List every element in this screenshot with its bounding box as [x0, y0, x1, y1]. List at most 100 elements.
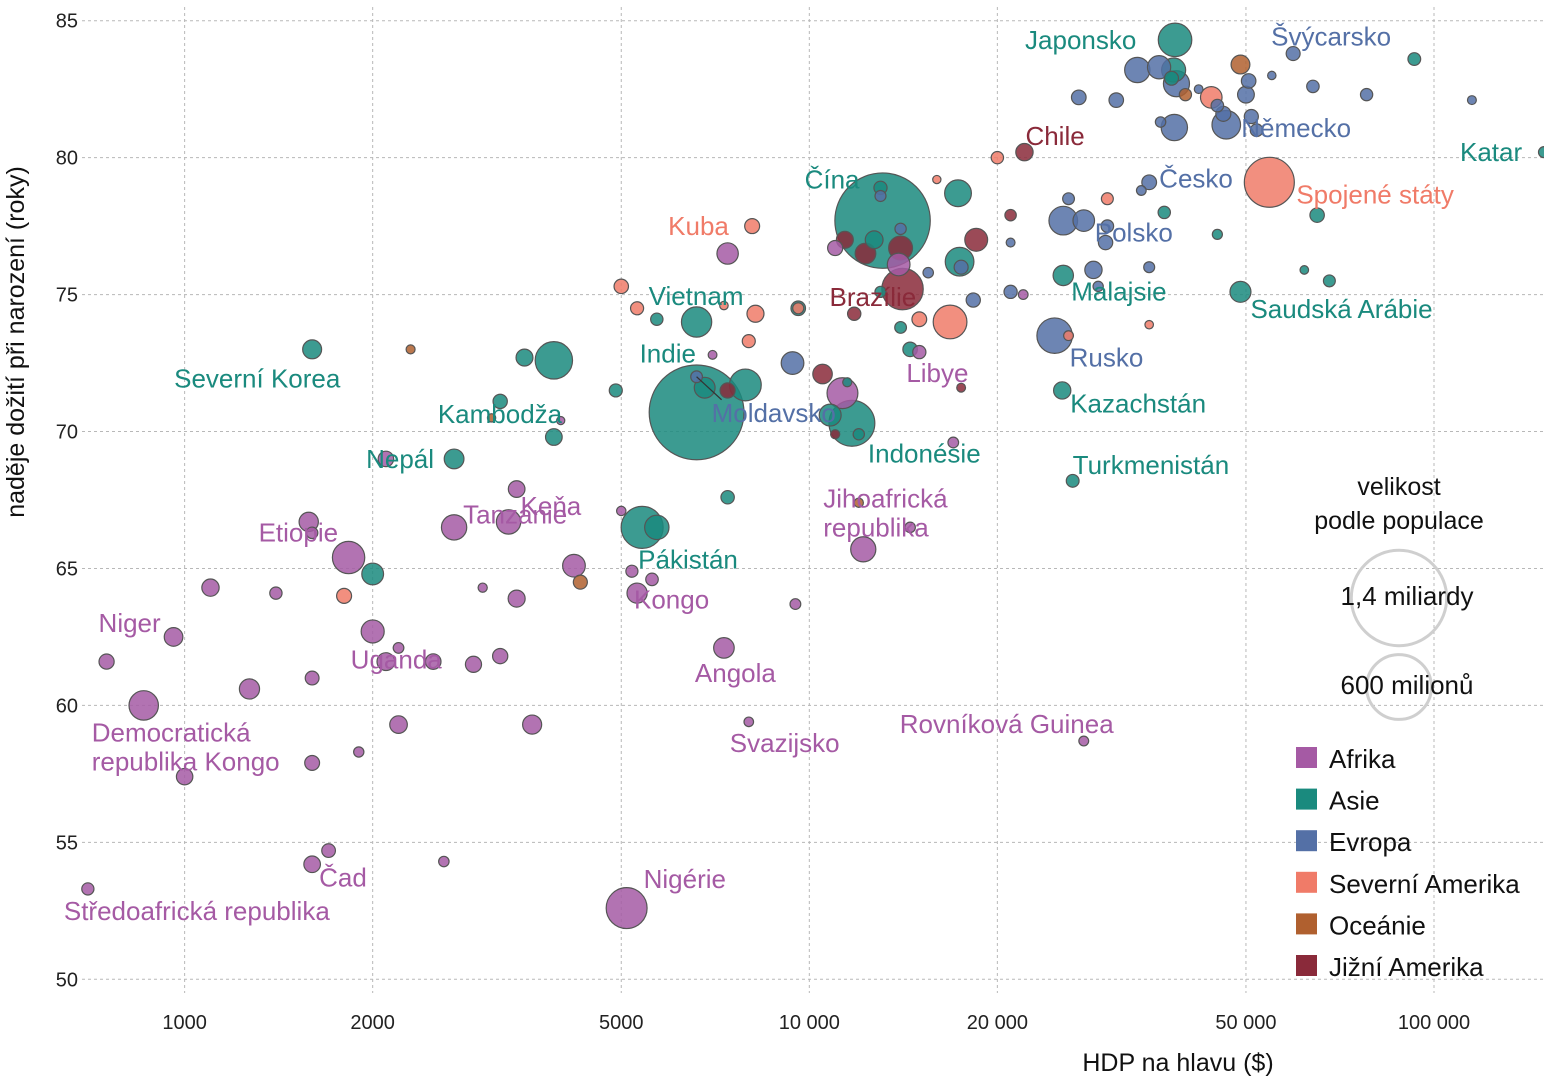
bubble-point [440, 514, 468, 541]
bubble-point [792, 302, 805, 315]
bubble-point [625, 564, 639, 578]
bubble-point [852, 428, 866, 441]
bubble-point [932, 174, 942, 185]
size-legend: velikost podle populace 1,4 miliardy 600 … [1314, 473, 1484, 721]
bubble-point [953, 259, 969, 275]
bubble-point [477, 582, 488, 593]
size-legend-label: 600 milionů [1341, 670, 1474, 700]
country-label: Brazílie [830, 282, 917, 312]
bubble-point [894, 222, 907, 236]
bubble-point [238, 678, 261, 700]
bubble-point [1062, 192, 1076, 206]
country-label: Saudská Arábie [1250, 294, 1432, 324]
size-legend-circle [1365, 653, 1433, 721]
bubble-point [629, 301, 645, 316]
y-tick-label: 50 [56, 969, 78, 991]
bubble-point [719, 382, 736, 399]
country-label: Kongo [634, 584, 709, 614]
x-tick-label: 2000 [350, 1012, 395, 1034]
bubble-point [741, 334, 756, 349]
axis-ticks: 50 55 60 65 70 75 80 85 1000 2000 5000 10 000 20 000… [56, 11, 1470, 1034]
country-label: Středoafrická republika [64, 896, 330, 926]
country-label-line2: republika [823, 512, 929, 542]
country-label: Svazijsko [730, 728, 840, 758]
bubble-point [389, 715, 408, 734]
x-axis-title: HDP na hlavu ($) [1082, 1049, 1273, 1077]
bubble-point [818, 403, 842, 427]
color-legend: Afrika Asie Evropa Severní Amerika Oceánie Ji… [1296, 744, 1520, 982]
bubble-point [302, 339, 323, 360]
country-label: Vietnam [649, 281, 744, 311]
bubble-point [424, 653, 442, 670]
bubble-point [81, 882, 95, 896]
bubble-point [1017, 289, 1029, 301]
size-legend-title-1: velikost [1357, 473, 1440, 501]
bubble-point [507, 589, 526, 608]
legend-label: Severní Amerika [1329, 869, 1520, 899]
bubble-point [522, 714, 543, 735]
country-label: Uganda [351, 644, 443, 674]
bubble-point [353, 746, 365, 758]
x-tick-label: 50 000 [1215, 1012, 1276, 1034]
bubble-point [728, 368, 762, 402]
bubble-point [789, 598, 802, 611]
bubble-point [201, 578, 220, 597]
bubble-point [650, 312, 664, 327]
country-labels: Čína Indie Moldavsko Spojené státy Indonésie… [64, 22, 1523, 926]
bubble-point [303, 855, 322, 874]
bubble-point [572, 574, 588, 590]
country-label: Rusko [1070, 343, 1144, 373]
country-label: Tanzánie [463, 499, 567, 529]
legend-swatch [1296, 871, 1317, 893]
country-label: Severní Korea [174, 363, 341, 393]
bubble-point [1160, 113, 1189, 142]
bubble-point [269, 586, 283, 600]
bubble-point [128, 690, 160, 721]
bubble-point [1072, 209, 1096, 233]
country-label: Švýcarsko [1271, 22, 1391, 52]
bubble-point [645, 572, 659, 587]
bubble-point [713, 637, 735, 659]
bubble-point [331, 540, 366, 575]
bubble-point [842, 377, 853, 388]
bubble-point [1306, 79, 1320, 94]
bubble-point [360, 619, 385, 644]
bubble-point [1100, 219, 1115, 233]
bubble-point [956, 382, 967, 393]
bubble-point [1178, 87, 1193, 102]
legend-swatch [1296, 913, 1317, 935]
label-leader-line [696, 376, 722, 401]
bubble-point [605, 887, 648, 930]
y-tick-label: 80 [56, 148, 78, 170]
bubble-point [965, 292, 981, 308]
country-label: Malajsie [1071, 276, 1166, 306]
bubble-point [534, 341, 574, 380]
bubble-point [1004, 208, 1017, 222]
bubble-point [492, 393, 508, 410]
bubble-point [405, 344, 416, 355]
country-label: Indonésie [868, 438, 981, 468]
country-label: Pákistán [638, 544, 738, 574]
y-tick-label: 60 [56, 695, 78, 717]
bubble-point [304, 754, 321, 771]
bubble-point [1243, 156, 1295, 208]
country-label: Japonsko [1025, 25, 1136, 55]
bubble-point [1359, 87, 1374, 102]
x-tick-label: 5000 [599, 1012, 644, 1034]
bubble-point [1144, 319, 1155, 330]
country-label: Chile [1025, 121, 1084, 151]
y-axis-title: naděje dožití při narození (roky) [2, 166, 30, 518]
bubble-point [680, 306, 713, 338]
bubble-point [874, 285, 887, 298]
bubble-point [507, 480, 526, 498]
country-label: Moldavsko [712, 398, 836, 428]
country-label: Democratická [92, 717, 251, 747]
legend-swatch [1296, 788, 1317, 810]
x-tick-label: 1000 [162, 1012, 207, 1034]
legend-swatch [1296, 830, 1317, 852]
y-tick-label: 85 [56, 11, 78, 33]
bubble-point [1070, 89, 1087, 106]
country-label: Polsko [1095, 218, 1173, 248]
bubble-point [1299, 265, 1310, 275]
legend-label: Evropa [1329, 827, 1412, 857]
